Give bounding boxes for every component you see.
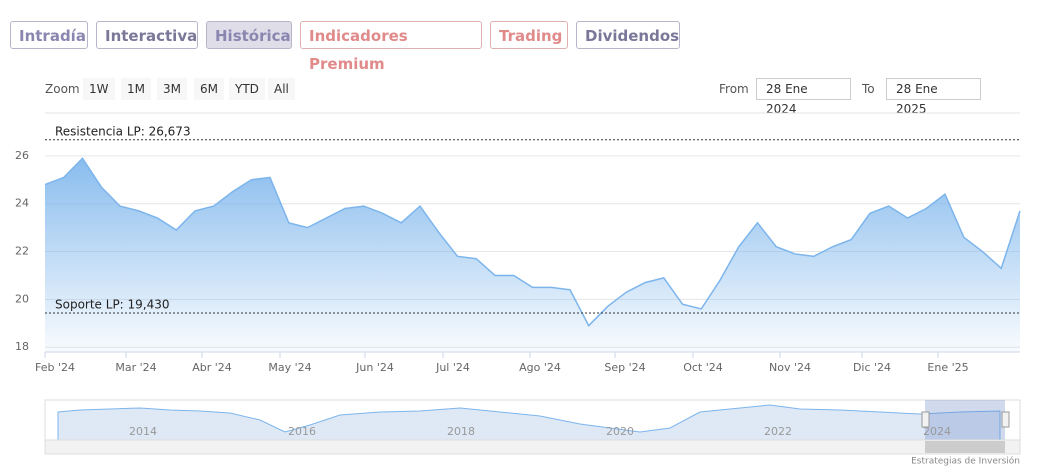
y-tick-label: 26: [15, 149, 29, 162]
tab[interactable]: Dividendos: [576, 21, 680, 49]
zoom-button[interactable]: 1M: [121, 78, 151, 100]
x-tick-label: Jun '24: [355, 361, 394, 374]
navigator-handle[interactable]: [921, 411, 930, 428]
annotation-label: Resistencia LP: 26,673: [55, 124, 191, 138]
x-tick-label: Dic '24: [853, 361, 891, 374]
from-label: From: [719, 82, 749, 96]
x-tick-label: Oct '24: [683, 361, 723, 374]
navigator-year: 2016: [288, 425, 316, 438]
to-label: To: [862, 82, 875, 96]
area-fill: [45, 158, 1020, 352]
y-tick-label: 24: [15, 197, 29, 210]
x-tick-label: Nov '24: [769, 361, 811, 374]
navigator-year: 2020: [606, 425, 634, 438]
navigator-year: 2024: [923, 425, 951, 438]
footer: Estrategias de Inversión: [911, 456, 1020, 467]
x-tick-label: Abr '24: [192, 361, 232, 374]
navigator-series: [57, 404, 1001, 441]
from-input[interactable]: 28 Ene 2024: [756, 78, 851, 116]
zoom-label: Zoom: [45, 82, 80, 96]
zoom-button[interactable]: YTD: [229, 78, 265, 100]
zoom-button[interactable]: 6M: [194, 78, 224, 100]
x-tick-label: Ene '25: [927, 361, 968, 374]
tab[interactable]: Indicadores Premium: [300, 21, 482, 73]
zoom-button[interactable]: 3M: [157, 78, 187, 100]
y-tick-label: 18: [15, 340, 29, 353]
price-line: [44, 157, 1021, 327]
tab[interactable]: Histórica: [206, 21, 292, 49]
navigator-handle[interactable]: [1001, 411, 1010, 428]
tab[interactable]: Intradía: [10, 21, 88, 49]
y-tick-label: 20: [15, 292, 29, 305]
x-tick-label: May '24: [268, 361, 311, 374]
x-tick-label: Ago '24: [519, 361, 561, 374]
navigator-year: 2014: [129, 425, 157, 438]
zoom-button[interactable]: 1W: [83, 78, 115, 100]
y-tick-label: 22: [15, 245, 29, 258]
to-input[interactable]: 28 Ene 2025: [886, 78, 981, 116]
x-tick-label: Feb '24: [35, 361, 75, 374]
navigator-year: 2022: [764, 425, 792, 438]
x-tick-label: Mar '24: [115, 361, 156, 374]
navigator: [44, 399, 1021, 441]
tab[interactable]: Trading: [490, 21, 568, 49]
x-tick-label: Sep '24: [604, 361, 645, 374]
x-tick-label: Jul '24: [435, 361, 470, 374]
navigator-year: 2018: [447, 425, 475, 438]
scrollbar-thumb[interactable]: [925, 441, 1005, 453]
zoom-button[interactable]: All: [268, 78, 295, 100]
tab[interactable]: Interactiva: [96, 21, 198, 49]
annotation-label: Soporte LP: 19,430: [55, 298, 170, 312]
scrollbar[interactable]: [44, 439, 1021, 455]
navigator-window[interactable]: [925, 400, 1005, 440]
